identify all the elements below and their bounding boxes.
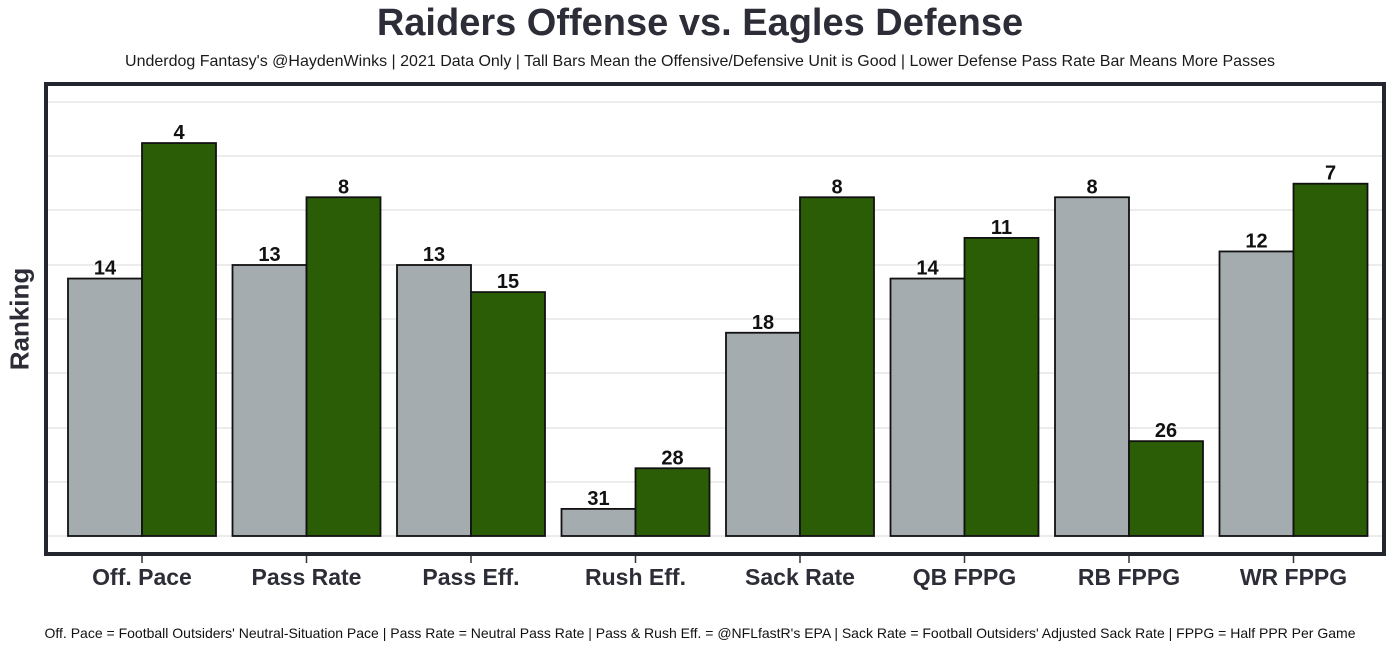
bar	[1292, 182, 1369, 537]
x-tick-label: Sack Rate	[745, 564, 855, 590]
bar	[963, 236, 1040, 537]
bar	[725, 331, 801, 537]
data-labels: 14 4 13 8 13 15 31 28 18 8 14 11 8 26 12 7	[94, 122, 1336, 510]
bar	[141, 142, 217, 537]
bar	[396, 264, 472, 537]
data-label: 7	[1325, 163, 1336, 185]
bar	[1054, 196, 1130, 537]
x-tick-label: Rush Eff.	[585, 564, 686, 590]
bar	[305, 196, 382, 537]
bar	[231, 264, 308, 537]
data-label: 13	[258, 244, 280, 266]
x-tick-label: Pass Eff.	[422, 564, 519, 590]
data-label: 11	[991, 217, 1012, 239]
data-label: 18	[752, 312, 774, 334]
x-tick-label: Off. Pace	[92, 564, 192, 590]
bar	[560, 507, 637, 537]
data-label: 13	[423, 244, 445, 266]
bars	[67, 142, 1369, 537]
bar	[67, 277, 143, 537]
data-label: 14	[916, 258, 939, 280]
data-label: 8	[1086, 176, 1097, 198]
data-label: 28	[661, 447, 683, 469]
chart-footnote: Off. Pace = Football Outsiders' Neutral-…	[44, 625, 1356, 641]
x-tick-label: RB FPPG	[1078, 564, 1180, 590]
bar	[1128, 440, 1204, 537]
data-label: 8	[338, 176, 349, 198]
chart-title: Raiders Offense vs. Eagles Defense	[376, 2, 1024, 44]
bar	[799, 196, 875, 537]
x-tick-label: Pass Rate	[252, 564, 362, 590]
x-tick-label: QB FPPG	[913, 564, 1017, 590]
data-label: 26	[1155, 420, 1177, 442]
data-label: 15	[497, 271, 519, 293]
data-label: 31	[587, 488, 609, 510]
data-label: 12	[1245, 230, 1267, 252]
bar	[634, 467, 711, 537]
data-label: 8	[831, 176, 842, 198]
chart-subtitle: Underdog Fantasy's @HaydenWinks | 2021 D…	[125, 53, 1275, 70]
bar	[470, 291, 546, 537]
bar-chart: 14 4 13 8 13 15 31 28 18 8 14 11 8 26 12 7 Off. Pace Pas…	[44, 82, 1386, 590]
x-tick-label: WR FPPG	[1240, 564, 1347, 590]
data-label: 14	[94, 258, 117, 280]
x-axis: Off. Pace Pass Rate Pass Eff. Rush Eff. Sack…	[92, 556, 1347, 590]
data-label: 4	[173, 122, 185, 144]
bar	[1218, 250, 1295, 537]
bar	[889, 277, 966, 537]
